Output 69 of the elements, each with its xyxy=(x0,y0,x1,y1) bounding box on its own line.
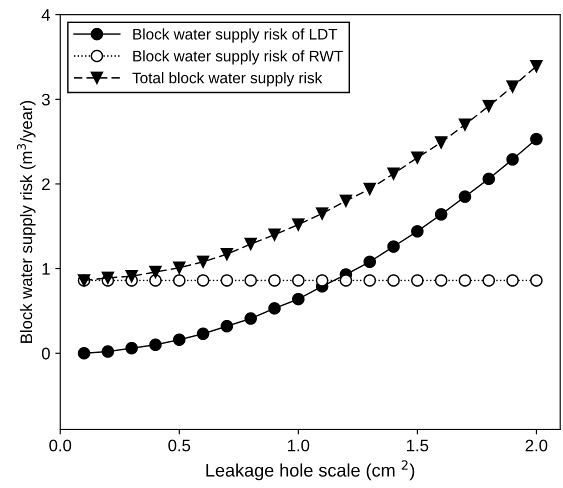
point xyxy=(244,238,257,250)
y-tick-label: 2 xyxy=(42,178,50,190)
point xyxy=(196,256,210,268)
point xyxy=(125,270,138,282)
x-tick-label: 1.5 xyxy=(407,440,428,452)
point xyxy=(173,274,186,287)
point xyxy=(530,132,543,146)
point xyxy=(411,151,424,164)
point xyxy=(292,218,305,231)
point xyxy=(173,262,186,274)
point xyxy=(268,228,281,241)
x-tick-label: 0.0 xyxy=(49,440,72,452)
point xyxy=(220,320,234,332)
point xyxy=(482,274,496,287)
x-tick-label: 1.0 xyxy=(288,440,310,452)
point xyxy=(102,345,114,358)
point xyxy=(196,328,210,340)
point xyxy=(340,194,352,208)
point xyxy=(411,225,424,238)
point xyxy=(292,274,305,287)
point xyxy=(458,118,472,131)
point xyxy=(268,302,281,315)
point xyxy=(482,172,496,186)
y-tick-label: 0 xyxy=(42,348,50,360)
x-axis-title: Leakage hole scale (cm $^{2}$) xyxy=(206,460,414,480)
point xyxy=(125,342,138,354)
point xyxy=(196,274,210,287)
point xyxy=(244,312,257,325)
point xyxy=(458,274,472,287)
y-axis-title: Block water supply risk (m$^{3}$/year) xyxy=(17,101,36,343)
point xyxy=(220,274,234,287)
legend-label: Block water supply risk of LDT xyxy=(133,28,338,43)
point xyxy=(78,347,90,360)
point xyxy=(434,208,448,221)
point xyxy=(482,100,496,112)
point xyxy=(530,274,543,287)
point xyxy=(292,292,305,306)
point xyxy=(340,274,352,287)
point xyxy=(387,240,400,253)
point xyxy=(316,274,328,287)
point xyxy=(506,80,519,93)
point xyxy=(387,274,400,287)
point xyxy=(149,274,162,287)
y-tick-label: 1 xyxy=(42,263,50,275)
point xyxy=(244,274,257,287)
point xyxy=(434,274,448,287)
point xyxy=(149,266,162,278)
y-tick-label: 3 xyxy=(42,94,50,106)
point xyxy=(149,338,162,352)
point xyxy=(220,248,234,260)
legend-label: Total block water supply risk xyxy=(132,72,322,86)
point xyxy=(530,60,543,73)
point xyxy=(268,274,281,287)
point xyxy=(434,136,448,149)
x-tick-label: 0.5 xyxy=(168,440,190,452)
point xyxy=(411,274,424,287)
y-tick-label: 4 xyxy=(42,9,50,21)
legend-label: Block water supply risk of RWT xyxy=(133,50,343,65)
x-tick-label: 2.0 xyxy=(526,440,548,452)
point xyxy=(316,207,328,220)
point xyxy=(506,153,519,166)
point xyxy=(506,274,519,287)
point xyxy=(363,256,376,268)
point xyxy=(173,333,186,346)
point xyxy=(363,182,376,196)
point xyxy=(387,168,400,180)
point xyxy=(102,272,114,284)
point xyxy=(363,274,376,287)
point xyxy=(458,190,472,203)
